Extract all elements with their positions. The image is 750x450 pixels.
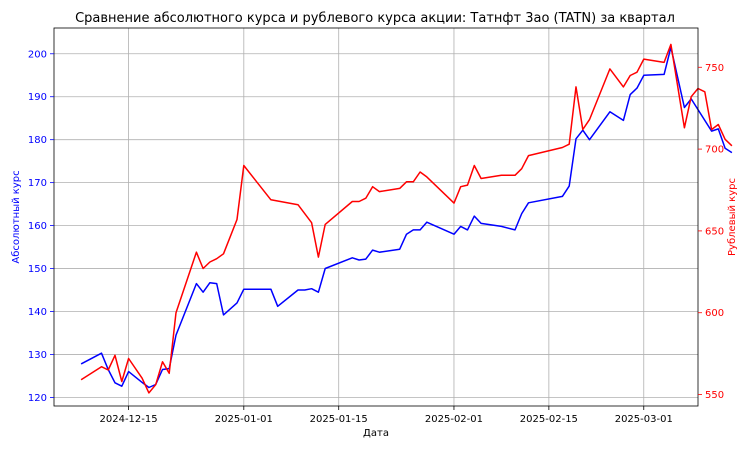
series-line-ruble <box>80 43 733 394</box>
y-left-tick-label: 140 <box>28 307 47 318</box>
y-right-tick-label: 700 <box>705 145 724 156</box>
series-layer <box>80 43 733 394</box>
y-right-tick-label: 750 <box>705 63 724 74</box>
x-tick-label: 2025-02-15 <box>520 414 578 425</box>
y-left-tick-label: 170 <box>28 178 47 189</box>
y-left-tick-label: 190 <box>28 92 47 103</box>
plot-frame <box>53 27 699 407</box>
y-right-tick-label: 650 <box>705 226 724 237</box>
x-tick-label: 2025-01-15 <box>310 414 368 425</box>
x-tick-label: 2025-03-01 <box>615 414 673 425</box>
y-left-tick-label: 180 <box>28 135 47 146</box>
x-tick-label: 2024-12-15 <box>100 414 158 425</box>
x-tick-label: 2025-01-01 <box>215 414 273 425</box>
x-axis-label: Дата <box>363 428 389 439</box>
y-left-tick-label: 130 <box>28 350 47 361</box>
y-left-tick-label: 120 <box>28 393 47 404</box>
y-right-tick-label: 600 <box>705 308 724 319</box>
y-axis-label-right: Рублевый курс <box>727 178 738 256</box>
y-left-tick-label: 200 <box>28 49 47 60</box>
y-axis-label-left: Абсолютный курс <box>11 170 22 263</box>
y-left-tick-label: 160 <box>28 221 47 232</box>
chart-title: Сравнение абсолютного курса и рублевого … <box>75 11 675 26</box>
y-left-tick-label: 150 <box>28 264 47 275</box>
grid-layer <box>54 28 698 406</box>
y-right-tick-label: 550 <box>705 390 724 401</box>
x-tick-label: 2025-02-01 <box>425 414 483 425</box>
series-line-absolute <box>80 46 733 389</box>
tick-layer: 2024-12-15 2025-01-01 2025-01-15 2025-02-01… <box>28 49 724 425</box>
